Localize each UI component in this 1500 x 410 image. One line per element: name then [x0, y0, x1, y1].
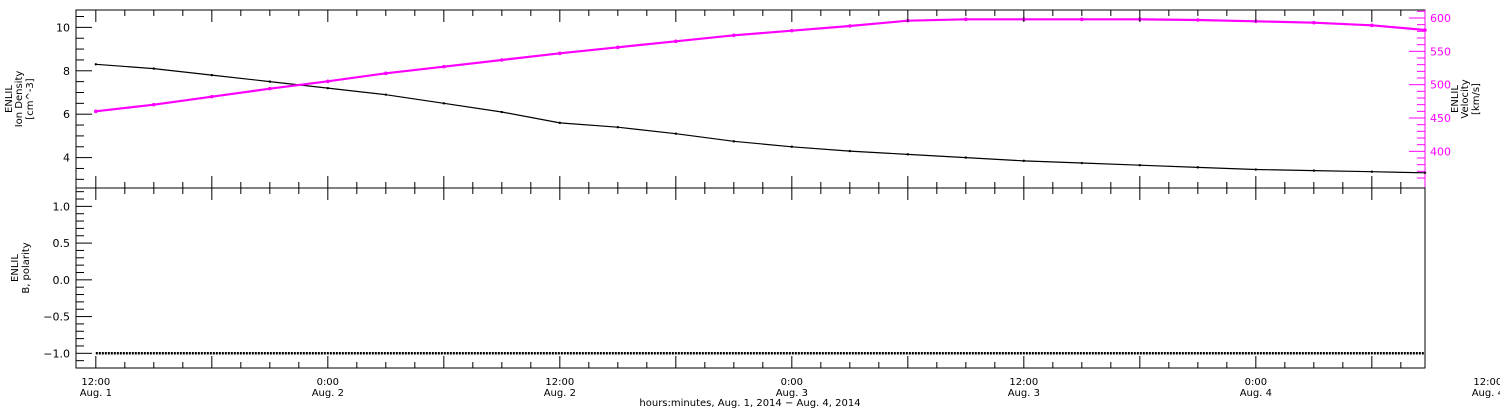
bottom-tick-label: 0.0 [53, 274, 71, 287]
bottom-tick-label: −0.5 [43, 311, 70, 324]
x-axis-title: hours:minutes, Aug. 1, 2014 − Aug. 4, 20… [639, 398, 860, 409]
density-point [1312, 169, 1316, 172]
velocity-point [674, 39, 678, 44]
density-point [558, 121, 562, 125]
right-axis-title-line: ENLIL [1450, 85, 1461, 113]
velocity-point [848, 24, 852, 28]
density-point [210, 73, 214, 77]
velocity-point [152, 102, 156, 107]
density-point [1022, 159, 1026, 163]
x-tick-date-label: Aug. 1 [80, 388, 112, 399]
left-tick-label: 6 [63, 108, 70, 121]
velocity-point [732, 33, 736, 38]
density-point [1423, 171, 1427, 175]
right-tick-label: 450 [1430, 112, 1451, 125]
density-point [790, 145, 794, 148]
density-series-line [95, 63, 1426, 174]
velocity-point [210, 94, 214, 99]
velocity-point [500, 58, 504, 62]
density-point [1254, 168, 1258, 171]
left-axis-title-line: Ion Density [14, 71, 25, 128]
density-point [152, 67, 156, 70]
right-axis-title-line: Velocity [1460, 79, 1471, 118]
x-tick-time-label: 12:00 [81, 377, 110, 388]
density-point [384, 93, 388, 96]
density-point [1370, 170, 1374, 173]
velocity-point [94, 109, 98, 114]
density-point [732, 140, 736, 143]
velocity-point [616, 45, 620, 50]
density-point [1196, 166, 1200, 169]
velocity-point [1312, 20, 1316, 25]
bottom-tick-label: 1.0 [53, 200, 71, 213]
velocity-point [384, 71, 388, 76]
bottom-axis-title-line: ENLIL [10, 254, 21, 282]
x-tick-date-label: Aug. 2 [544, 388, 576, 399]
left-axis-title-line: [cm^-3] [25, 78, 36, 119]
density-point [848, 149, 852, 153]
left-tick-label: 10 [56, 21, 70, 34]
x-tick-time-label: 0:00 [1245, 377, 1267, 388]
left-tick-label: 8 [63, 65, 70, 78]
velocity-point [1423, 28, 1427, 32]
velocity-series-line [95, 18, 1426, 113]
density-point [326, 86, 330, 90]
left-axis-title-line: ENLIL [4, 85, 15, 113]
density-point [268, 80, 272, 83]
x-tick-time-label: 12:00 [545, 377, 574, 388]
right-tick-label: 600 [1430, 12, 1451, 25]
density-point [94, 63, 98, 66]
density-point [674, 132, 678, 135]
top-panel-frame [75, 9, 1426, 189]
x-tick-date-label: Aug. 4 [1240, 388, 1272, 399]
velocity-point [1196, 18, 1200, 22]
right-tick-label: 550 [1430, 45, 1451, 58]
density-point [442, 102, 446, 105]
right-axis-title: ENLIL Velocity [km/s] [1450, 79, 1482, 118]
bottom-tick-label: 0.5 [53, 237, 71, 250]
x-tick-date-label: Aug. 3 [776, 388, 808, 399]
bottom-panel: 1.0 0.5 0.0 −0.5 −1.0 ENLIL B, polarity [10, 187, 1426, 369]
velocity-point [790, 28, 794, 33]
velocity-point [1370, 23, 1374, 28]
x-tick-date-label: Aug. 3 [1008, 388, 1040, 399]
density-point [1080, 161, 1084, 165]
right-tick-label: 500 [1430, 79, 1451, 92]
x-tick-date-label: Aug. 4 [1472, 388, 1500, 399]
left-tick-label: 4 [63, 152, 70, 165]
left-axis-title: ENLIL Ion Density [cm^-3] [4, 71, 36, 128]
bottom-tick-label: −1.0 [43, 347, 70, 360]
density-point [616, 126, 620, 129]
density-point [906, 153, 910, 156]
velocity-point [1080, 17, 1084, 22]
density-point [500, 110, 504, 114]
bottom-axis-title: ENLIL B, polarity [10, 242, 32, 293]
density-point [1138, 164, 1142, 167]
bottom-axis-title-line: B, polarity [21, 242, 32, 293]
velocity-point [558, 51, 562, 56]
density-point [964, 156, 968, 159]
velocity-point [268, 86, 272, 91]
x-tick-date-label: Aug. 2 [312, 388, 344, 399]
x-tick-time-label: 12:00 [1473, 377, 1500, 388]
velocity-point [964, 17, 968, 22]
right-tick-label: 400 [1430, 145, 1451, 158]
velocity-point [326, 79, 330, 84]
right-axis-title-line: [km/s] [1471, 83, 1482, 115]
x-tick-time-label: 0:00 [317, 377, 339, 388]
x-tick-time-label: 12:00 [1009, 377, 1038, 388]
x-tick-time-label: 0:00 [781, 377, 803, 388]
velocity-point [442, 64, 446, 69]
bottom-panel-frame [75, 187, 1426, 369]
